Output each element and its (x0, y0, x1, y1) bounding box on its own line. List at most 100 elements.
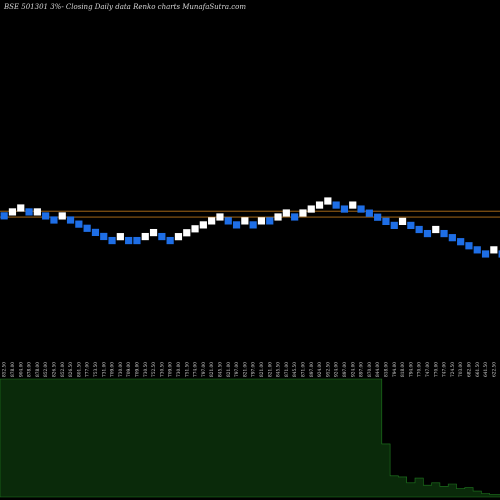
renko-brick-up (208, 217, 216, 225)
brick-price-label: 821.00 (210, 362, 215, 377)
renko-brick-up (490, 246, 498, 254)
brick-price-label: 794.00 (393, 362, 398, 377)
brick-price-label: 826.50 (69, 362, 74, 377)
brick-price-label: 897.00 (310, 362, 315, 377)
volume-area-shape (0, 378, 500, 498)
renko-brick-down (332, 201, 340, 209)
brick-price-label: 731.00 (102, 362, 107, 377)
renko-brick-down (365, 209, 373, 217)
brick-price-label: 852.00 (61, 362, 66, 377)
brick-price-label: 730.00 (119, 362, 124, 377)
renko-brick-down (100, 232, 108, 241)
renko-brick-down (390, 221, 398, 229)
renko-brick-up (216, 213, 224, 221)
renko-brick-down (473, 246, 481, 254)
brick-price-label: 870.00 (368, 362, 373, 377)
brick-price-label: 730.00 (177, 362, 182, 377)
renko-brick-up (174, 233, 183, 241)
brick-price-label: 724.50 (451, 362, 456, 377)
brick-price-label: 709.00 (127, 362, 132, 377)
renko-brick-up (398, 217, 407, 225)
renko-brick-up (8, 208, 17, 216)
brick-price-label: 774.00 (194, 362, 199, 377)
renko-brick-down (83, 224, 91, 232)
renko-brick-down (166, 236, 174, 245)
renko-brick-up (315, 201, 324, 209)
brick-price-label: 852.50 (3, 362, 8, 377)
renko-brick-up (33, 208, 41, 216)
brick-price-label: 897.00 (343, 362, 348, 377)
brick-price-label: 709.00 (111, 362, 116, 377)
brick-price-label: 878.00 (11, 362, 16, 377)
renko-brick-up (282, 209, 290, 217)
reference-lines (0, 210, 500, 218)
brick-price-label: 703.00 (459, 362, 464, 377)
renko-brick-down (50, 216, 58, 224)
renko-brick-up (324, 197, 332, 205)
renko-brick-down (423, 229, 432, 238)
renko-brick-down (25, 208, 33, 216)
brick-price-label: 821.00 (260, 362, 265, 377)
renko-brick-up (274, 213, 282, 221)
renko-brick-up (58, 212, 66, 220)
renko-brick-down (415, 225, 423, 234)
renko-brick-down (340, 205, 349, 213)
brick-price-label: 752.50 (152, 362, 157, 377)
brick-price-label: 924.00 (351, 362, 356, 377)
renko-brick-up (149, 228, 158, 237)
renko-brick-down (407, 221, 415, 229)
brick-price-label: 709.00 (136, 362, 141, 377)
brick-price-label: 797.00 (202, 362, 207, 377)
brick-price-label: 777.00 (86, 362, 91, 377)
renko-brick-down (158, 232, 166, 241)
renko-brick-down (457, 238, 465, 246)
brick-price-label: 747.00 (443, 362, 448, 377)
chart-title: BSE 501301 3%- Closing Daily data Renko … (3, 3, 246, 11)
renko-brick-down (374, 213, 382, 221)
brick-price-label: 845.50 (219, 362, 224, 377)
brick-price-label: 797.00 (235, 362, 240, 377)
renko-brick-down (266, 217, 274, 225)
brick-price-labels: 852.50 878.00 904.00 878.00 878.00 852.00 826.… (3, 362, 498, 377)
brick-price-label: 801.50 (77, 362, 82, 377)
renko-brick-down (91, 228, 100, 237)
brick-price-label: 747.00 (426, 362, 431, 377)
renko-brick-down (42, 212, 50, 220)
renko-brick-down (133, 236, 141, 245)
brick-price-label: 897.00 (360, 362, 365, 377)
brick-price-label: 904.00 (19, 362, 24, 377)
renko-brick-down (224, 217, 232, 225)
brick-price-label: 709.00 (169, 362, 174, 377)
renko-brick-up (257, 217, 266, 225)
brick-price-label: 818.00 (384, 362, 389, 377)
brick-price-label: 622.50 (492, 362, 497, 377)
volume-area (0, 378, 500, 498)
renko-brick-down (440, 229, 448, 238)
brick-price-label: 751.50 (185, 362, 190, 377)
brick-price-label: 661.50 (476, 362, 481, 377)
renko-brick-down (465, 242, 473, 250)
renko-brick-down (0, 212, 8, 220)
renko-brick-down (125, 236, 133, 245)
renko-brick-up (199, 221, 207, 229)
brick-price-label: 770.00 (418, 362, 423, 377)
brick-price-label: 730.50 (160, 362, 165, 377)
brick-price-label: 844.00 (376, 362, 381, 377)
renko-brick-up (141, 232, 149, 241)
renko-brick-down (481, 250, 490, 258)
brick-price-label: 818.00 (401, 362, 406, 377)
renko-brick-down (382, 217, 390, 225)
renko-bricks (0, 197, 500, 258)
brick-price-label: 924.00 (318, 362, 323, 377)
renko-brick-down (291, 213, 299, 221)
brick-price-label: 871.00 (285, 362, 290, 377)
brick-price-label: 852.00 (44, 362, 49, 377)
brick-price-label: 730.50 (144, 362, 149, 377)
brick-price-label: 871.00 (301, 362, 306, 377)
renko-brick-down (357, 205, 365, 213)
renko-brick-up (307, 205, 315, 213)
brick-price-label: 770.00 (434, 362, 439, 377)
renko-brick-down (108, 236, 116, 245)
